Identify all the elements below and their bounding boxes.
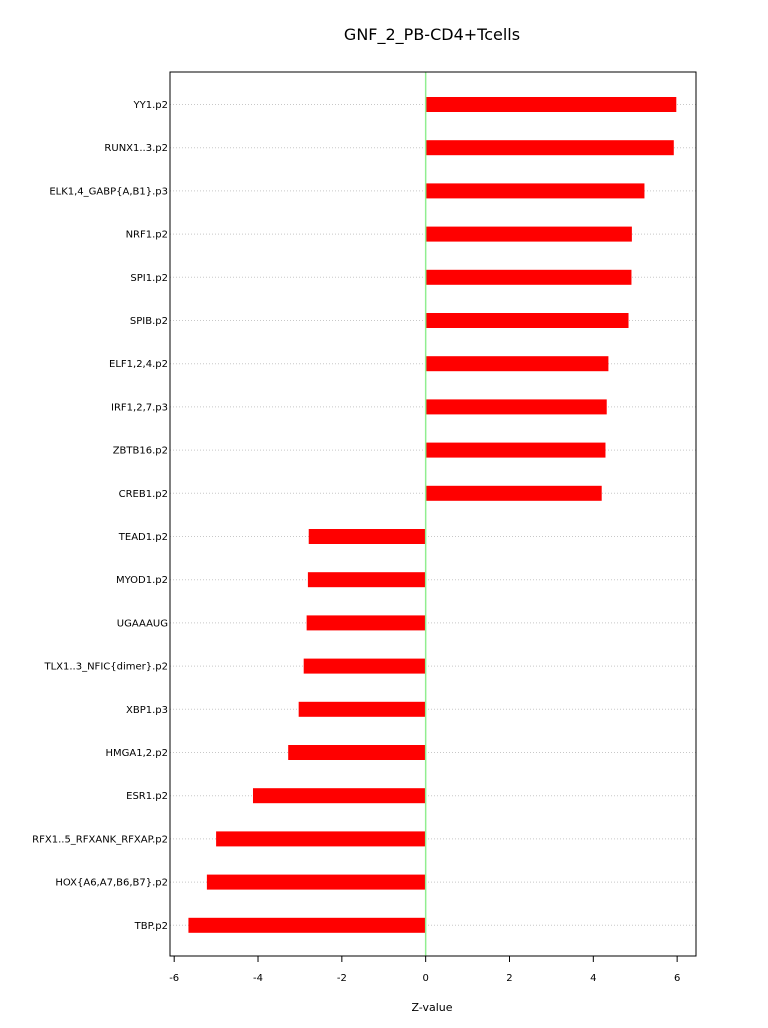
category-label: UGAAAUG [117, 618, 168, 629]
bar [306, 615, 426, 631]
category-label: HMGA1,2.p2 [105, 748, 168, 759]
category-label: MYOD1.p2 [116, 575, 168, 586]
category-label: NRF1.p2 [126, 230, 168, 241]
bar [425, 183, 645, 199]
bar [298, 701, 426, 717]
category-label: XBP1.p3 [126, 705, 168, 716]
category-label: TEAD1.p2 [118, 532, 168, 543]
bar [308, 529, 426, 544]
category-label: SPI1.p2 [130, 273, 168, 284]
x-tick-label: -4 [253, 973, 263, 984]
bar [188, 917, 426, 933]
category-label: HOX{A6,A7,B6,B7}.p2 [55, 878, 168, 889]
chart-title: GNF_2_PB-CD4+Tcells [344, 25, 520, 45]
bar [425, 356, 609, 372]
category-label: RFX1..5_RFXANK_RFXAP.p2 [32, 834, 168, 845]
x-tick-label: 6 [674, 973, 680, 984]
category-label: SPIB.p2 [130, 316, 168, 327]
bar [206, 874, 426, 890]
bar [425, 442, 606, 458]
bar [288, 745, 426, 760]
bars [188, 97, 677, 933]
x-tick-label: -6 [169, 973, 179, 984]
bar [307, 572, 426, 588]
bar [425, 97, 677, 112]
category-label: RUNX1..3.p2 [104, 143, 168, 154]
bar [425, 269, 632, 285]
x-tick-label: 2 [506, 973, 512, 984]
x-tick-label: 0 [422, 973, 428, 984]
category-label: ESR1.p2 [126, 791, 168, 802]
category-label: ELF1,2,4.p2 [109, 359, 168, 370]
bar [303, 658, 426, 674]
x-tick-label: 4 [590, 973, 596, 984]
bar [425, 226, 632, 242]
category-label: TLX1..3_NFIC{dimer}.p2 [43, 662, 168, 673]
category-label: YY1.p2 [133, 100, 168, 111]
category-label: TBP.p2 [134, 921, 168, 932]
bar [252, 788, 426, 804]
x-axis: -6 -4 -2 0 2 4 6 [169, 955, 680, 984]
category-label: ELK1,4_GABP{A,B1}.p3 [49, 186, 168, 197]
bar [216, 831, 426, 847]
bar [425, 313, 629, 328]
category-label: CREB1.p2 [119, 489, 168, 500]
bar [425, 140, 674, 156]
plot-frame [169, 71, 697, 957]
x-axis-title: Z-value [411, 1001, 452, 1014]
category-labels: YY1.p2 RUNX1..3.p2 ELK1,4_GABP{A,B1}.p3 NRF… [32, 100, 168, 932]
x-tick-label: -2 [337, 973, 347, 984]
category-label: IRF1,2,7.p3 [111, 402, 168, 413]
category-label: ZBTB16.p2 [113, 446, 168, 457]
bar [425, 485, 602, 501]
bar [425, 399, 607, 415]
